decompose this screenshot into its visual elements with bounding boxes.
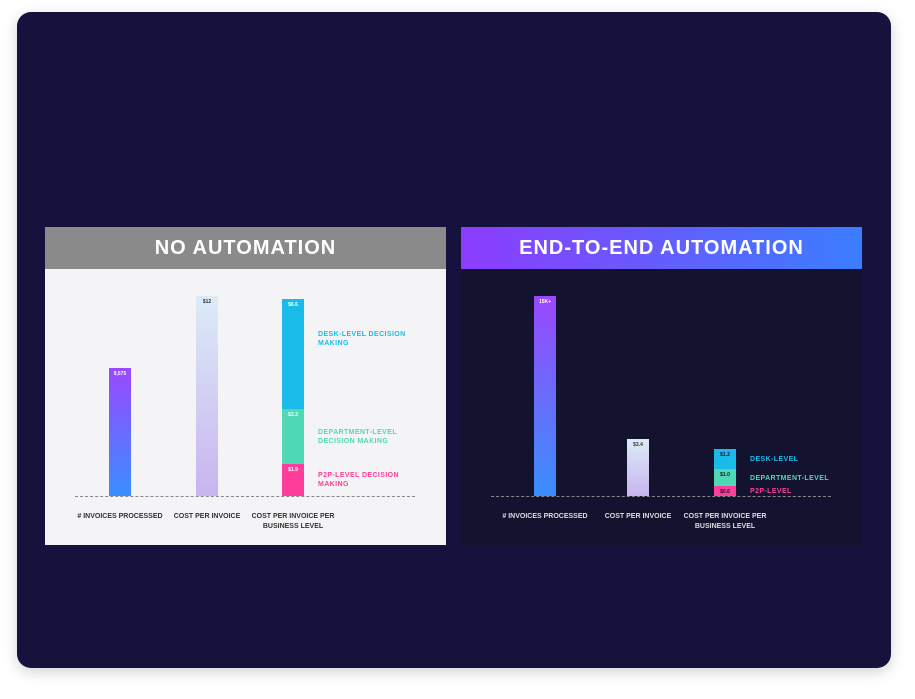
baseline: [491, 496, 831, 497]
x-tick-label: COST PER INVOICE: [604, 513, 672, 520]
data-label: $12: [202, 299, 212, 305]
x-tick-label: COST PER INVOICE PER BUSINESS LEVEL: [251, 513, 335, 530]
legend-label: P2P-LEVEL: [750, 488, 792, 495]
legend-label: P2P-LEVEL DECISION MAKING: [318, 472, 399, 489]
panel: END-TO-END AUTOMATION 15K+ # INVOICES PRO…: [461, 227, 862, 545]
bar: $12: [196, 296, 218, 496]
chart-area: 9,575 # INVOICES PROCESSED $12 COST PER INV…: [45, 269, 446, 545]
stack-segment: $3.3: [282, 409, 304, 465]
baseline: [75, 496, 415, 497]
card: NO AUTOMATION 9,575 # INVOICES PROCESSED $…: [17, 12, 891, 668]
data-label: $3.3: [288, 412, 298, 419]
data-label: $0.6: [720, 489, 730, 495]
panel: NO AUTOMATION 9,575 # INVOICES PROCESSED $…: [45, 227, 446, 545]
legend-label: DEPARTMENT-LEVEL: [750, 474, 829, 482]
x-tick-label: COST PER INVOICE: [173, 513, 241, 520]
data-label: $1.0: [720, 472, 730, 479]
stack-segment: $1.9: [282, 464, 304, 496]
stack-segment: $1.0: [714, 469, 736, 486]
bar: $3.4: [627, 439, 649, 496]
data-label: 15K+: [538, 299, 552, 305]
bar: 9,575: [109, 368, 131, 496]
panel-title: NO AUTOMATION: [45, 227, 446, 269]
stack-segment: $0.6: [714, 486, 736, 496]
x-tick-label: # INVOICES PROCESSED: [502, 513, 588, 520]
data-label: $1.2: [720, 452, 730, 459]
x-tick-label: # INVOICES PROCESSED: [77, 513, 163, 520]
stack-segment: $6.6: [282, 299, 304, 410]
stack-segment: $1.2: [714, 449, 736, 470]
panel-title: END-TO-END AUTOMATION: [461, 227, 862, 269]
legend-label: DESK-LEVEL DECISION MAKING: [318, 331, 406, 348]
data-label: $3.4: [633, 442, 643, 449]
legend-label: DEPARTMENT-LEVEL DECISION MAKING: [318, 428, 397, 445]
chart-area: 15K+ # INVOICES PROCESSED $3.4 COST PER INV…: [461, 269, 862, 545]
bar: 15K+: [534, 296, 556, 496]
data-label: $1.9: [288, 467, 298, 474]
data-label: $6.6: [288, 302, 298, 309]
data-label: 9,575: [113, 371, 127, 378]
x-tick-label: COST PER INVOICE PER BUSINESS LEVEL: [683, 513, 767, 530]
legend-label: DESK-LEVEL: [750, 456, 799, 464]
